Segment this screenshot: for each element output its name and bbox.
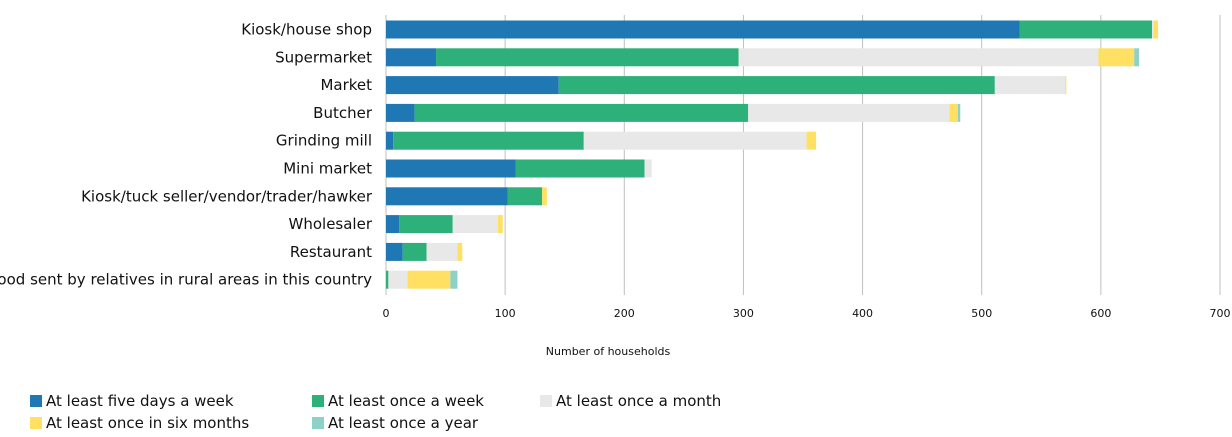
- category-labels: Kiosk/house shop Supermarket Market Butcher…: [0, 21, 373, 289]
- legend-swatch: [540, 395, 552, 407]
- legend-label: At least once a year: [328, 414, 479, 432]
- x-tick-label: 200: [614, 307, 635, 320]
- bar-segment: [386, 270, 389, 289]
- bar-segment: [542, 187, 547, 206]
- category-label: Wholesaler: [289, 215, 373, 233]
- bar-segment: [515, 159, 645, 178]
- bar-segment: [1065, 76, 1067, 95]
- bar-segment: [748, 103, 950, 122]
- x-tick-label: 0: [383, 307, 390, 320]
- category-label: Grinding mill: [276, 132, 372, 150]
- x-tick-label: 300: [733, 307, 754, 320]
- bar-segment: [414, 103, 749, 122]
- bar-segment: [806, 131, 817, 150]
- category-label: Butcher: [313, 104, 373, 122]
- x-axis-title: Number of households: [546, 345, 671, 358]
- bar-segment: [1134, 48, 1139, 67]
- legend-swatch: [30, 395, 42, 407]
- bar-segment: [402, 242, 427, 261]
- legend-item: At least once in six months: [30, 414, 249, 432]
- bar-segment: [386, 48, 437, 67]
- bar-segment: [399, 215, 453, 234]
- bar-segment: [450, 270, 458, 289]
- category-label: Kiosk/tuck seller/vendor/trader/hawker: [81, 187, 373, 205]
- bar-segment: [957, 103, 961, 122]
- legend-label: At least five days a week: [46, 392, 234, 410]
- legend-item: At least once a month: [540, 392, 721, 410]
- x-tick-label: 400: [852, 307, 873, 320]
- legend-swatch: [30, 417, 42, 429]
- bar-segment: [386, 20, 1020, 39]
- category-label: Supermarket: [275, 48, 372, 66]
- legend-label: At least once in six months: [46, 414, 250, 432]
- bar-segment: [1152, 20, 1154, 39]
- bar-segment: [393, 131, 584, 150]
- category-label: Food sent by relatives in rural areas in…: [0, 271, 372, 289]
- bar-segment: [386, 215, 400, 234]
- legend-label: At least once a week: [328, 392, 484, 410]
- bar-segment: [738, 48, 1099, 67]
- legend-item: At least once a year: [312, 414, 478, 432]
- x-tick-labels: 0 100 200 300 400 500 600 700: [383, 307, 1231, 320]
- category-label: Restaurant: [290, 243, 372, 261]
- bar-segment: [507, 187, 543, 206]
- category-label: Mini market: [283, 160, 372, 178]
- bar-segment: [994, 76, 1066, 95]
- bar-segment: [386, 187, 508, 206]
- bar-segment: [583, 131, 807, 150]
- x-tick-label: 700: [1210, 307, 1231, 320]
- x-tick-label: 500: [971, 307, 992, 320]
- bar-segment: [457, 242, 463, 261]
- bar-segment: [386, 76, 559, 95]
- bar-segment: [426, 242, 458, 261]
- bar-segment: [386, 131, 394, 150]
- bar-segment: [436, 48, 739, 67]
- bar-segment: [1019, 20, 1153, 39]
- bar-segment: [388, 270, 408, 289]
- bar-segment: [1098, 48, 1135, 67]
- bar-segment: [407, 270, 451, 289]
- bar-segment: [452, 215, 498, 234]
- category-label: Market: [320, 76, 372, 94]
- x-tick-label: 100: [495, 307, 516, 320]
- bar-segment: [386, 159, 516, 178]
- bar-segment: [644, 159, 652, 178]
- bar-segment: [386, 103, 415, 122]
- bar-segment: [949, 103, 958, 122]
- bars: [386, 20, 1159, 289]
- category-label: Kiosk/house shop: [241, 21, 372, 39]
- legend-item: At least once a week: [312, 392, 484, 410]
- bar-segment: [558, 76, 995, 95]
- legend-label: At least once a month: [556, 392, 722, 410]
- bar-segment: [386, 242, 403, 261]
- legend-swatch: [312, 417, 324, 429]
- legend-item: At least five days a week: [30, 392, 234, 410]
- legend-swatch: [312, 395, 324, 407]
- x-tick-label: 600: [1090, 307, 1111, 320]
- bar-segment: [497, 215, 503, 234]
- bar-segment: [1153, 20, 1159, 39]
